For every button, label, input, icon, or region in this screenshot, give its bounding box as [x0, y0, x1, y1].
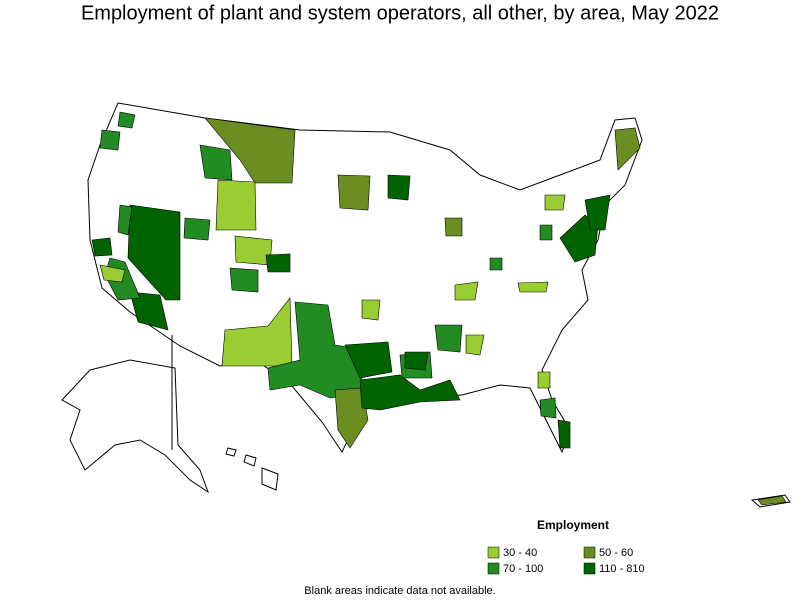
area — [537, 371, 551, 389]
hawaii — [225, 447, 279, 491]
legend-label: 30 - 40 — [503, 547, 537, 559]
legend-swatch — [583, 562, 596, 575]
area — [454, 281, 479, 301]
area — [204, 117, 296, 184]
area — [584, 194, 611, 231]
area — [557, 419, 571, 449]
area — [183, 217, 211, 241]
area — [757, 495, 787, 506]
area — [489, 257, 503, 271]
area — [614, 127, 641, 171]
area — [117, 111, 136, 129]
area — [359, 374, 461, 411]
area — [127, 204, 181, 301]
area — [444, 217, 463, 237]
area — [199, 144, 233, 181]
area — [334, 387, 369, 449]
legend-title: Employment — [537, 518, 609, 532]
alaska — [61, 359, 209, 494]
area — [229, 267, 259, 293]
area — [517, 281, 549, 293]
area — [221, 297, 293, 367]
area — [539, 397, 557, 419]
legend-label: 50 - 60 — [599, 547, 633, 559]
legend-swatch — [583, 546, 596, 559]
area — [129, 291, 169, 331]
legend: Employment 30 - 40 50 - 60 70 - 100 110 - 8… — [487, 518, 645, 575]
area — [337, 174, 371, 211]
legend-swatch — [487, 546, 500, 559]
area — [99, 129, 121, 151]
area — [344, 341, 393, 379]
legend-label: 70 - 100 — [503, 563, 543, 575]
area — [539, 224, 553, 241]
area — [434, 324, 463, 353]
area — [91, 237, 113, 257]
area — [559, 214, 599, 263]
area — [387, 174, 411, 201]
legend-label: 110 - 810 — [599, 563, 645, 575]
area — [117, 204, 133, 236]
area — [361, 299, 381, 321]
legend-swatch — [487, 562, 500, 575]
area — [544, 194, 566, 211]
map-title: Employment of plant and system operators… — [81, 2, 719, 24]
area — [465, 334, 485, 356]
area — [265, 253, 291, 273]
area — [215, 179, 257, 231]
footnote: Blank areas indicate data not available. — [304, 585, 495, 597]
area — [267, 301, 366, 399]
employment-areas — [91, 111, 787, 506]
area — [404, 351, 429, 371]
area — [99, 264, 126, 283]
base-map — [61, 102, 791, 508]
